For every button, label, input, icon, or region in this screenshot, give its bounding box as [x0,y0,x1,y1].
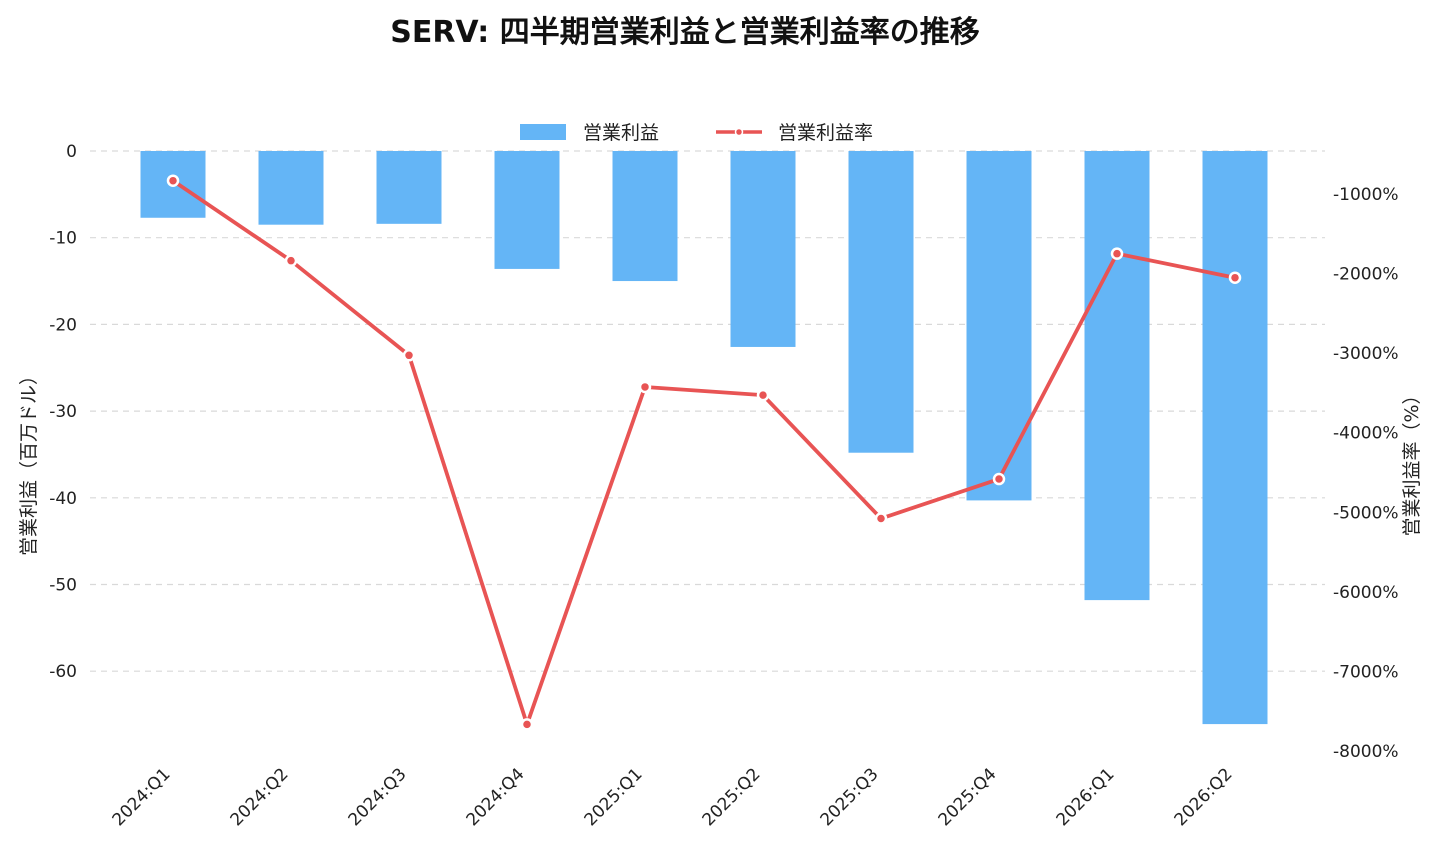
bar-2024:Q2 [258,151,324,225]
margin-point-2024:Q3 [402,349,416,362]
margin-point-2025:Q4 [992,472,1006,486]
y-right-tick-label: -8000% [1333,742,1399,762]
bar-series [140,151,1268,725]
x-tick-label: 2025:Q4 [935,764,1001,830]
y-axis-right-label: 営業利益率（%） [1401,385,1423,536]
y-right-tick-label: -5000% [1333,503,1399,523]
bar-2025:Q4 [966,151,1032,501]
margin-line [171,179,1236,727]
x-tick-label: 2024:Q3 [345,764,411,830]
y-left-tick-label: -30 [49,402,77,422]
x-tick-label: 2025:Q2 [699,764,765,830]
y-right-tick-label: -3000% [1333,344,1399,364]
y-axis-left-label: 営業利益（百万ドル） [18,366,40,556]
y-right-tick-label: -7000% [1333,662,1399,682]
legend: 営業利益 営業利益率 [520,122,873,144]
y-right-tick-label: -4000% [1333,424,1399,444]
y-left-tick-label: -20 [49,315,77,335]
y-left-tick-label: -60 [49,662,77,682]
y-right-tick-label: -6000% [1333,583,1399,603]
y-right-tick-label: -2000% [1333,265,1399,285]
margin-point-2026:Q2 [1228,271,1242,284]
x-tick-label: 2026:Q2 [1171,764,1237,830]
margin-point-2024:Q4 [520,718,534,731]
margin-point-2024:Q1 [166,174,180,187]
x-tick-label: 2024:Q1 [109,764,175,830]
x-axis-ticks: 2024:Q1 2024:Q2 2024:Q3 2024:Q4 2025:Q1 2025:… [109,764,1237,830]
margin-point-2026:Q1 [1110,247,1124,260]
y-left-tick-label: -40 [49,489,77,509]
legend-bar-swatch [520,124,566,140]
margin-point-2025:Q2 [756,388,770,402]
y-right-tick-label: -1000% [1333,185,1399,205]
y-left-tick-label: 0 [66,142,77,162]
x-tick-label: 2026:Q1 [1053,764,1119,830]
bar-2024:Q4 [494,151,560,269]
bar-2025:Q2 [730,151,796,347]
right-axis-ticks: -1000% -2000% -3000% -4000% -5000% -6000% -700… [1333,185,1399,762]
x-tick-label: 2024:Q4 [463,764,529,830]
line-series [166,174,1242,731]
bar-2026:Q2 [1202,151,1268,725]
legend-bar-label: 営業利益 [583,122,659,144]
legend-line-marker [734,127,744,137]
x-tick-label: 2024:Q2 [227,764,293,830]
margin-point-2025:Q1 [638,380,652,394]
bar-2025:Q3 [848,151,914,453]
legend-line-label: 営業利益率 [778,122,873,144]
gridlines [90,150,1325,672]
left-axis-ticks: 0 -10 -20 -30 -40 -50 -60 [49,142,77,682]
x-tick-label: 2025:Q3 [817,764,883,830]
bar-2026:Q1 [1084,151,1150,601]
x-tick-label: 2025:Q1 [581,764,647,830]
chart-title: SERV: 四半期営業利益と営業利益率の推移 [390,15,980,50]
bar-2024:Q3 [376,151,442,224]
y-left-tick-label: -10 [49,229,77,249]
margin-point-2025:Q3 [874,512,888,525]
bar-2025:Q1 [612,151,678,282]
margin-point-2024:Q2 [284,254,298,267]
y-left-tick-label: -50 [49,576,77,596]
